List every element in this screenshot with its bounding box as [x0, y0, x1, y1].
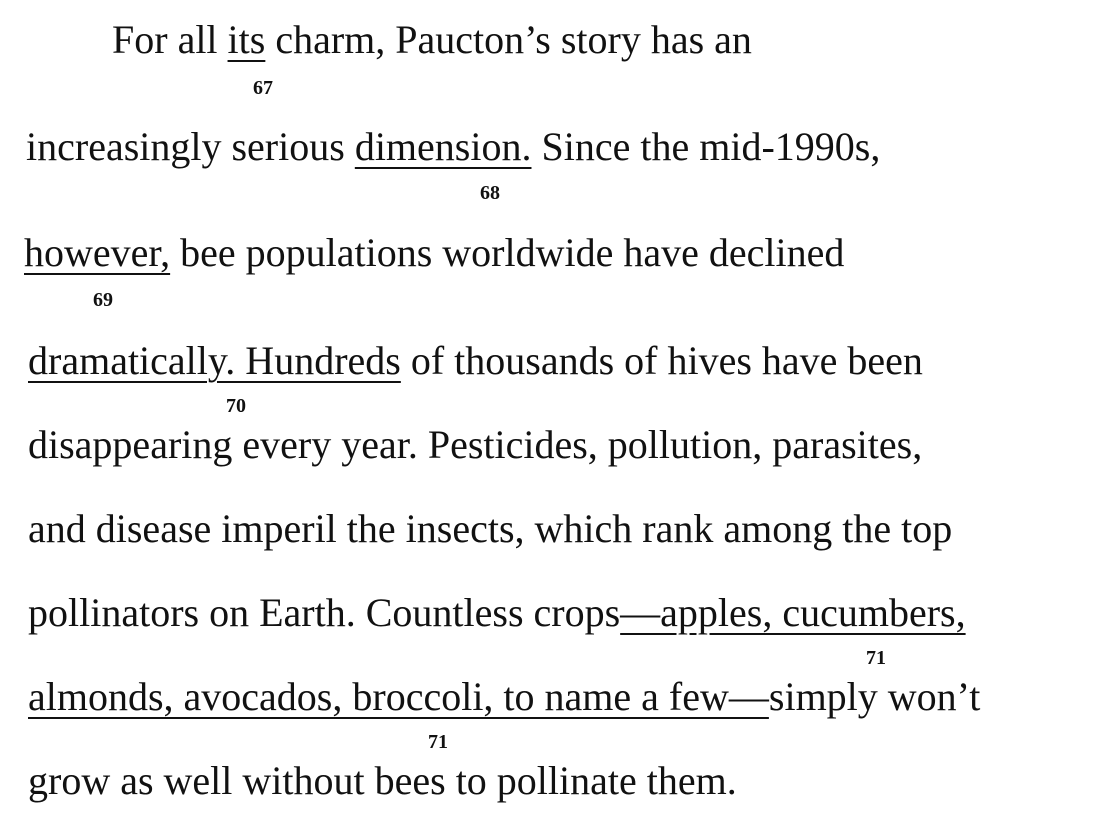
underlined-phrase-71-continued: almonds, avocados, broccoli, to name a f… [28, 674, 769, 720]
passage-line-9: grow as well without bees to pollinate t… [28, 758, 737, 803]
underlined-text: its [227, 17, 266, 62]
passage-text-segment: charm, Paucton’s story has an [265, 17, 752, 62]
passage-line-6: and disease imperil the insects, which r… [28, 506, 953, 551]
underlined-text: dimension. [354, 124, 532, 169]
passage-line-5: disappearing every year. Pesticides, pol… [28, 422, 923, 467]
passage-line-7: pollinators on Earth. Countless crops—ap… [28, 590, 966, 636]
underlined-text: almonds, avocados, broccoli, to name a f… [28, 674, 769, 719]
passage-text-segment: simply won’t [768, 674, 981, 719]
question-number-71-continued: 71 [428, 731, 448, 753]
question-number-68: 68 [480, 182, 500, 204]
underlined-phrase-67: its [228, 17, 266, 63]
passage-text-segment: Since the mid-1990s, [531, 124, 881, 169]
passage-text-segment: For all [112, 17, 228, 62]
passage-text-segment: bee populations worldwide have declined [170, 230, 845, 275]
passage-line-8: almonds, avocados, broccoli, to name a f… [28, 674, 980, 720]
question-number-71: 71 [866, 647, 886, 669]
question-number-67: 67 [253, 77, 273, 99]
underlined-text: however, [24, 230, 171, 275]
underlined-phrase-71: —apples, cucumbers, [620, 590, 965, 636]
underlined-phrase-70: dramatically. Hundreds [28, 338, 401, 384]
passage-line-3: however, bee populations worldwide have … [24, 230, 844, 276]
underlined-text: —apples, cucumbers, [620, 590, 966, 635]
passage-text-segment: of thousands of hives have been [400, 338, 923, 383]
passage-text-segment: increasingly serious [26, 124, 355, 169]
question-number-69: 69 [93, 289, 113, 311]
passage-line-2: increasingly serious dimension. Since th… [26, 124, 880, 170]
underlined-text: dramatically. Hundreds [28, 338, 401, 383]
underlined-phrase-69: however, [24, 230, 170, 276]
passage-line-4: dramatically. Hundreds of thousands of h… [28, 338, 923, 384]
passage-text-segment: pollinators on Earth. Countless crops [28, 590, 621, 635]
underlined-phrase-68: dimension. [355, 124, 532, 170]
question-number-70: 70 [226, 395, 246, 417]
passage-line-1: For all its charm, Paucton’s story has a… [112, 17, 752, 63]
